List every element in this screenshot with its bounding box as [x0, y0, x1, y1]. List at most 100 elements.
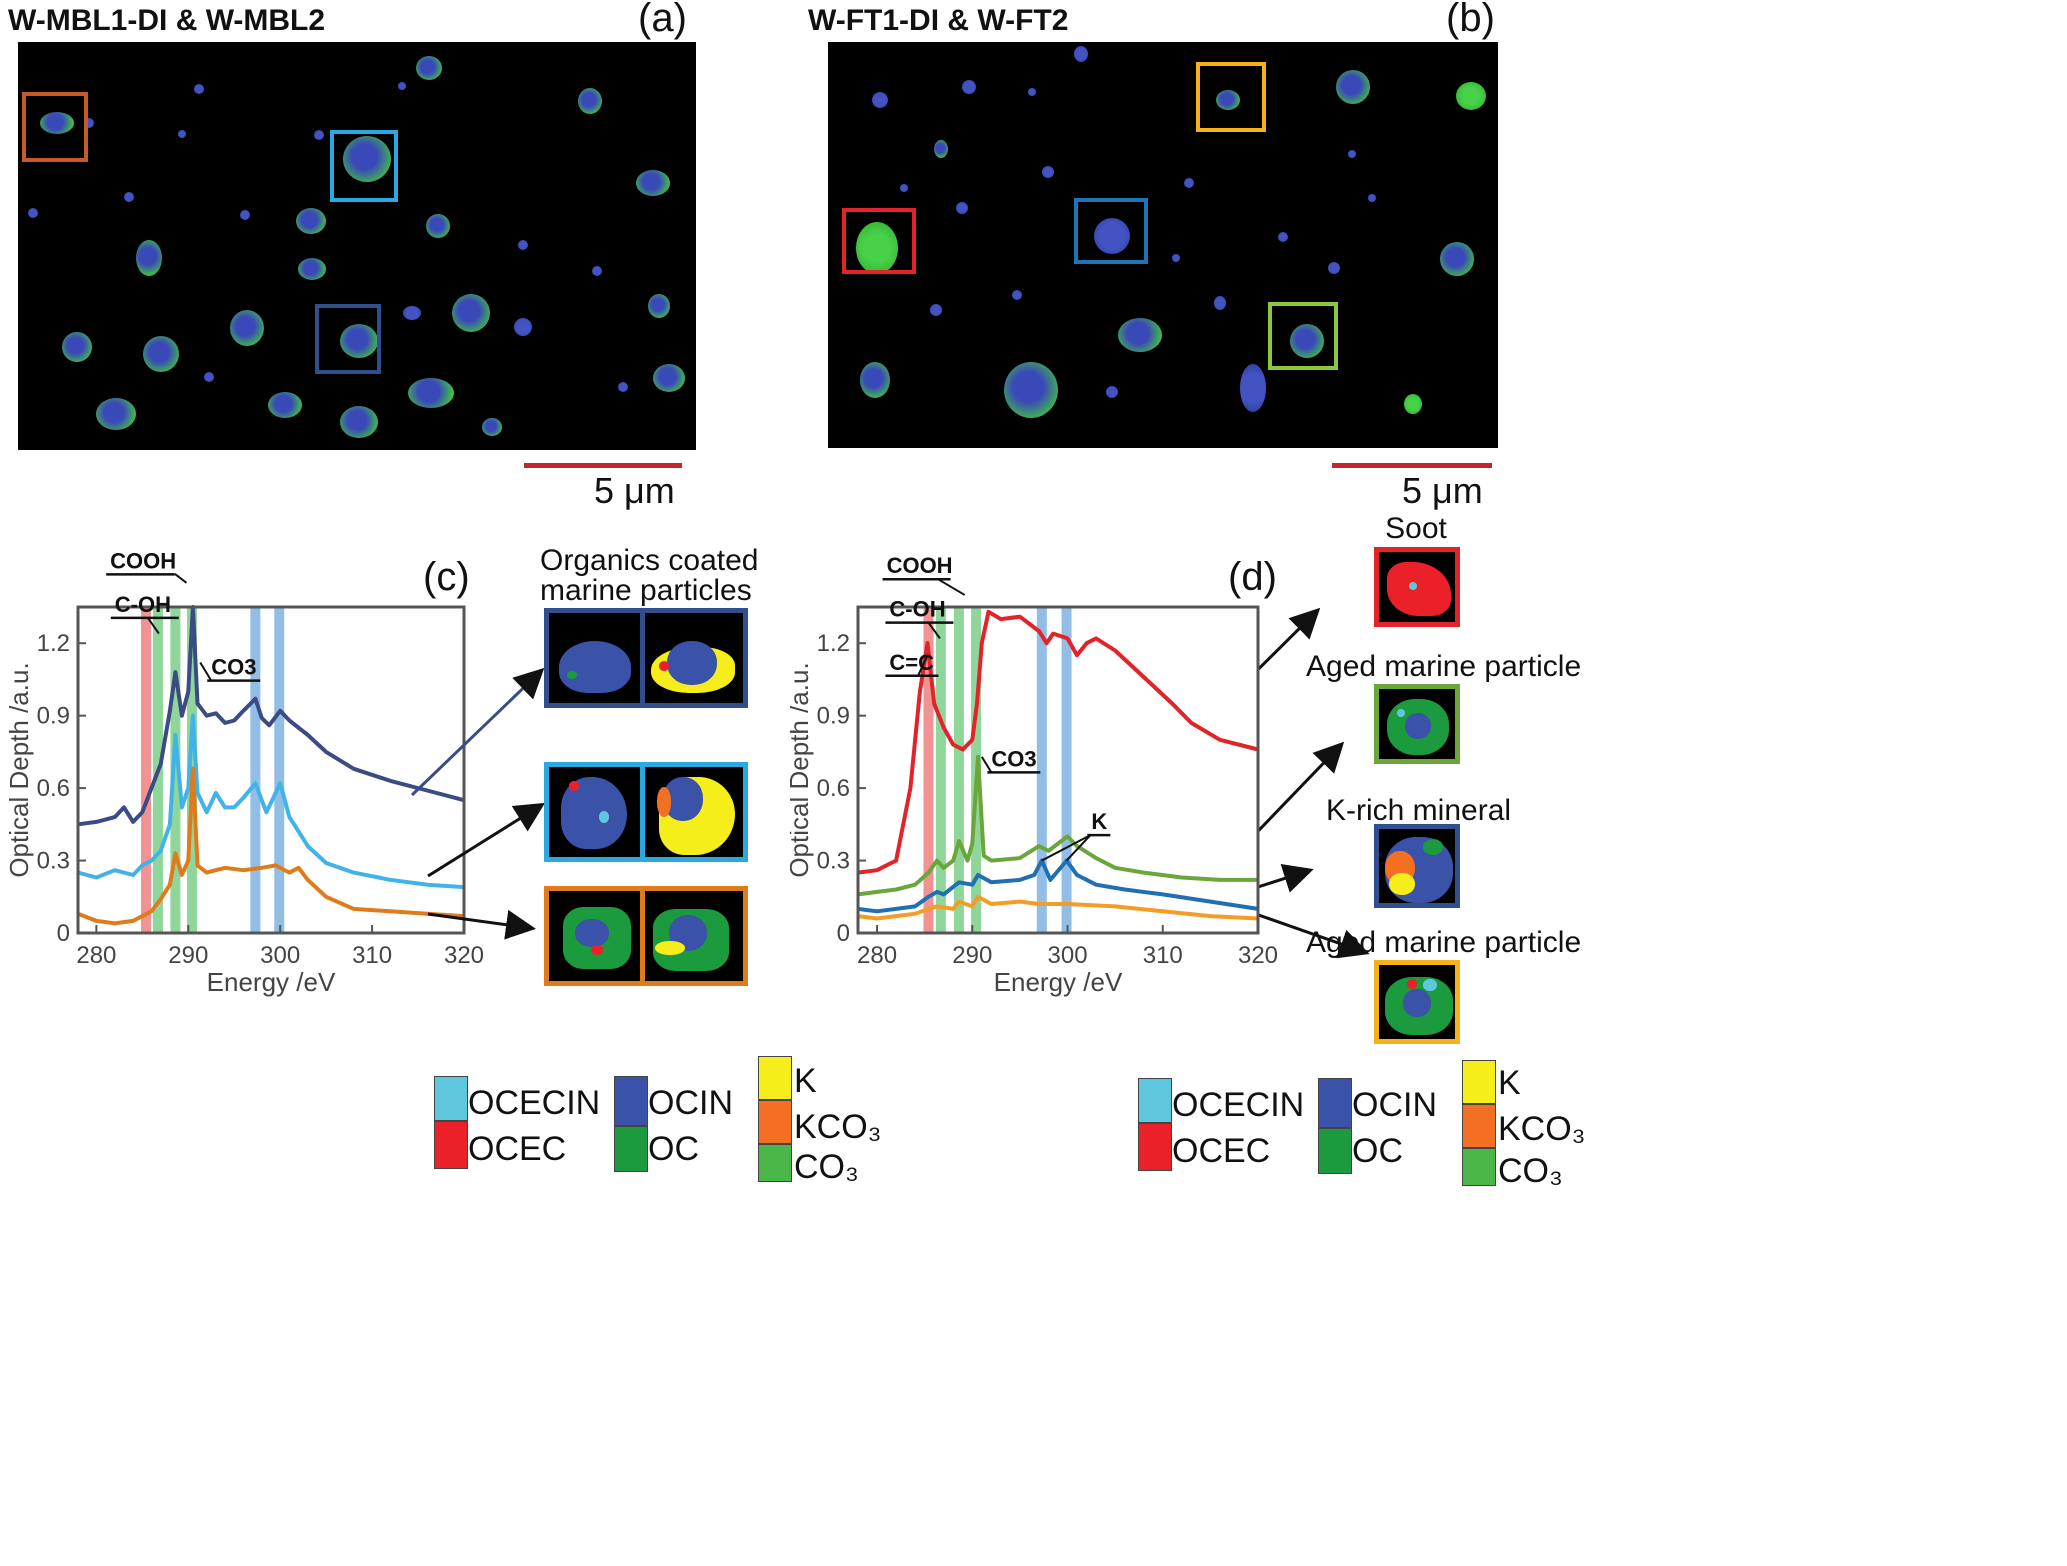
thumb-region: [1423, 839, 1443, 855]
panel-b-scalebar: [1332, 463, 1492, 468]
particle: [314, 130, 324, 140]
series-line-1: [857, 754, 1258, 897]
leader-cc: [917, 654, 929, 677]
y-tick-label: 1.2: [37, 630, 70, 657]
thumb-d-label-aged-1: Aged marine particle: [1306, 650, 1582, 683]
particle: [1278, 232, 1288, 242]
thumb-d-aged-2: [1374, 960, 1460, 1044]
particle: [178, 130, 186, 138]
particle: [298, 258, 326, 280]
legend-swatch-oc: [614, 1126, 648, 1172]
particle: [84, 118, 94, 128]
particle: [1348, 150, 1356, 158]
particle: [1368, 194, 1376, 202]
y-tick-label: 0.3: [37, 848, 70, 875]
leader-coh: [918, 621, 941, 639]
particle: [514, 318, 532, 336]
y-tick-label: 0.3: [817, 848, 850, 875]
y-tick-label: 0: [837, 920, 850, 947]
legend2-swatch-k: [1462, 1060, 1496, 1104]
particle: [1328, 262, 1340, 274]
legend-label-k: K: [794, 1062, 817, 1100]
leader-coh: [136, 616, 160, 635]
particle: [1094, 218, 1130, 254]
y-tick-label: 0: [57, 920, 70, 947]
thumb-c-lightblue-1: [544, 762, 652, 862]
annotation-c-oh: C-OH: [889, 597, 945, 622]
sel-box-navy: [315, 304, 381, 374]
particle: [934, 140, 948, 158]
x-axis-label: Energy /eV: [207, 967, 336, 997]
thumb-region: [1403, 989, 1431, 1017]
legend2-swatch-co3: [1462, 1148, 1496, 1186]
legend2-label-ocec: OCEC: [1172, 1132, 1271, 1170]
particle: [1106, 386, 1118, 398]
legend2-label-co3: CO₃: [1498, 1152, 1563, 1190]
particle: [268, 392, 302, 418]
thumb-region: [1397, 709, 1405, 717]
particle: [1404, 394, 1422, 414]
legend-swatch-co3: [758, 1144, 792, 1182]
thumb-region: [1409, 582, 1417, 590]
annotation-c=c: C=C: [889, 650, 934, 675]
band-1: [935, 607, 946, 933]
x-tick-label: 280: [857, 942, 897, 969]
particle: [240, 210, 250, 220]
pointer-arrow-2: [427, 909, 536, 940]
legend2-swatch-oc: [1318, 1128, 1352, 1174]
leader-co3: [980, 756, 993, 773]
pointer-arrow-0: [410, 667, 545, 797]
particle: [1216, 90, 1240, 110]
legend2-label-k: K: [1498, 1064, 1521, 1102]
panel-c-label: (c): [423, 555, 470, 599]
x-tick-label: 290: [168, 942, 208, 969]
x-tick-label: 290: [952, 942, 992, 969]
particle: [1214, 296, 1226, 310]
thumb-region: [567, 671, 577, 679]
annotation-co3: CO3: [211, 655, 256, 680]
particle: [408, 378, 454, 408]
particle: [1042, 166, 1054, 178]
particle: [956, 202, 968, 214]
x-axis-label: Energy /eV: [994, 967, 1123, 997]
panel-d-label: (d): [1228, 555, 1277, 599]
legend2-swatch-ocec: [1138, 1123, 1172, 1171]
x-tick-label: 310: [1143, 942, 1183, 969]
particle: [962, 80, 976, 94]
legend2-swatch-kco3: [1462, 1104, 1496, 1148]
particle: [900, 184, 908, 192]
thumb-c-lightblue-2: [640, 762, 748, 862]
thumb-region: [591, 945, 603, 955]
particle: [1012, 290, 1022, 300]
particle: [930, 304, 942, 316]
plot-frame: [856, 605, 1260, 935]
particle: [40, 112, 74, 134]
series-line-3: [857, 894, 1259, 921]
leader-k-2: [1065, 834, 1092, 862]
thumb-c-orange-1: [544, 886, 652, 986]
particle: [204, 372, 214, 382]
particle: [592, 266, 602, 276]
y-axis-label: Optical Depth /a.u.: [790, 662, 814, 877]
particle: [618, 382, 628, 392]
thumb-c-navy-2: [640, 608, 748, 708]
particle: [416, 56, 442, 80]
legend-label-ocecin: OCECIN: [468, 1084, 601, 1122]
panel-b-label: (b): [1446, 0, 1495, 40]
panel-a-scalebar: [524, 463, 682, 468]
panel-a-label: (a): [638, 0, 687, 40]
thumb-region: [559, 641, 631, 693]
thumb-region: [1389, 873, 1415, 895]
particle: [194, 84, 204, 94]
panel-b-title: W-FT1-DI & W-FT2: [808, 4, 1069, 37]
particle: [636, 170, 670, 196]
y-tick-label: 0.9: [37, 703, 70, 730]
annotation-cooh: COOH: [887, 553, 953, 578]
series-line-2: [77, 766, 465, 926]
particle: [1456, 82, 1486, 110]
thumb-region: [1407, 979, 1417, 989]
sel-box-orange: [22, 92, 88, 162]
thumb-region: [1405, 713, 1431, 739]
particle: [398, 82, 406, 90]
particle: [230, 310, 264, 346]
